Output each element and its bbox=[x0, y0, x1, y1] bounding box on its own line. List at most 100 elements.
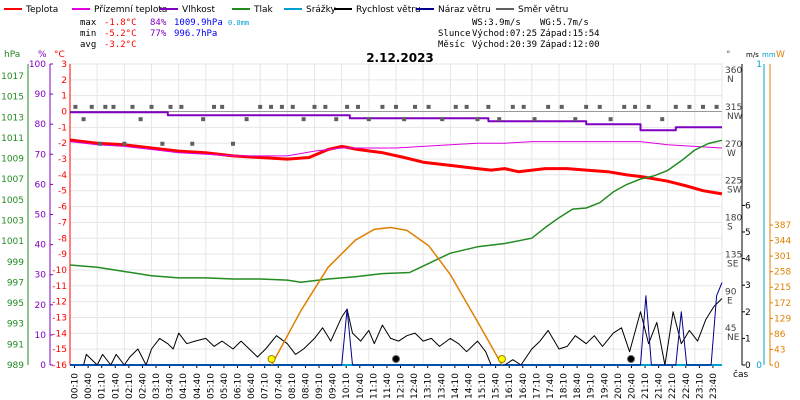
wind-direction-point bbox=[475, 117, 480, 122]
time-tick-label: 21:40 bbox=[655, 373, 665, 399]
hpa-tick-label: 1007 bbox=[1, 175, 24, 185]
c-tick-label: -6 bbox=[58, 203, 67, 213]
time-tick-label: 19:40 bbox=[600, 373, 610, 399]
c-tick-label: -4 bbox=[58, 171, 67, 181]
wind-direction-point bbox=[366, 117, 371, 122]
time-tick-label: 09:40 bbox=[329, 373, 339, 399]
c-tick-label: -14 bbox=[52, 329, 67, 339]
deg-dir-label: SW bbox=[727, 186, 742, 196]
time-tick-label: 15:10 bbox=[478, 373, 488, 399]
wind-direction-point bbox=[334, 117, 339, 122]
series-vlhkost bbox=[70, 111, 722, 132]
time-tick-label: 17:10 bbox=[532, 373, 542, 399]
c-tick-label: -13 bbox=[52, 313, 67, 323]
wind-direction-point bbox=[660, 117, 665, 122]
w-tick-label: 86 bbox=[774, 330, 786, 340]
wind-direction-point bbox=[700, 104, 705, 109]
c-tick-label: 0 bbox=[61, 108, 67, 118]
series-rychlost-vetru bbox=[70, 298, 723, 366]
wind-direction-point bbox=[608, 117, 613, 122]
stats-rain: 0.0mm bbox=[228, 19, 249, 27]
stats-max-pressure: 1009.9hPa bbox=[174, 18, 223, 28]
wind-direction-point bbox=[597, 104, 602, 109]
w-tick-label: 344 bbox=[774, 237, 791, 247]
series-slunce bbox=[270, 226, 503, 366]
wind-direction-point bbox=[312, 104, 317, 109]
hpa-tick-label: 999 bbox=[7, 258, 24, 268]
time-tick-label: 06:10 bbox=[234, 373, 244, 399]
wind-direction-point bbox=[201, 117, 206, 122]
time-tick-label: 16:10 bbox=[505, 373, 515, 399]
deg-tick-label: 180 bbox=[725, 214, 742, 224]
deg-dir-label: S bbox=[727, 223, 733, 233]
ms-tick-label: 4 bbox=[745, 255, 751, 265]
deg-tick-label: 315 bbox=[725, 103, 742, 113]
wind-direction-point bbox=[160, 141, 165, 146]
wind-direction-point bbox=[73, 104, 78, 109]
time-tick-label: 15:40 bbox=[492, 373, 502, 399]
wind-direction-point bbox=[573, 117, 578, 122]
plot-area bbox=[69, 104, 723, 366]
time-tick-label: 13:40 bbox=[437, 373, 447, 399]
c-tick-label: 2 bbox=[61, 76, 67, 86]
time-tick-label: 23:10 bbox=[695, 373, 705, 399]
deg-dir-label: E bbox=[727, 296, 733, 306]
time-tick-label: 10:40 bbox=[356, 373, 366, 399]
time-tick-label: 20:40 bbox=[627, 373, 637, 399]
wind-direction-point bbox=[301, 117, 306, 122]
c-tick-label: -9 bbox=[58, 250, 67, 260]
sun-set: Západ:15:54 bbox=[540, 29, 600, 39]
stats-min-humidity: 77% bbox=[150, 29, 167, 39]
wind-direction-point bbox=[453, 104, 458, 109]
stats-max-temp: -1.8°C bbox=[104, 18, 137, 28]
sun-label: Slunce bbox=[438, 29, 471, 39]
time-tick-label: 01:40 bbox=[111, 373, 121, 399]
time-tick-label: 17:40 bbox=[546, 373, 556, 399]
ms-tick-label: 2 bbox=[745, 308, 751, 318]
wind-direction-point bbox=[486, 104, 491, 109]
time-tick-label: 11:40 bbox=[383, 373, 393, 399]
pct-tick-label: 30 bbox=[35, 271, 47, 281]
legend-label-vlhkost: Vlhkost bbox=[182, 5, 215, 15]
wind-direction-point bbox=[714, 104, 719, 109]
wind-direction-point bbox=[97, 141, 102, 146]
c-tick-label: 3 bbox=[61, 60, 67, 70]
time-tick-label: 05:10 bbox=[206, 373, 216, 399]
wind-direction-point bbox=[345, 104, 350, 109]
pct-tick-label: 0 bbox=[40, 361, 46, 371]
wind-direction-point bbox=[168, 104, 173, 109]
chart-title: 2.12.2023 bbox=[366, 51, 434, 65]
wind-direction-point bbox=[413, 104, 418, 109]
time-tick-label: 18:10 bbox=[560, 373, 570, 399]
time-tick-label: 00:10 bbox=[71, 373, 81, 399]
pct-tick-label: 80 bbox=[35, 120, 47, 130]
pct-tick-label: 20 bbox=[35, 301, 47, 311]
wind-direction-point bbox=[673, 104, 678, 109]
wind-direction-point bbox=[355, 104, 360, 109]
wind-direction-point bbox=[258, 104, 263, 109]
stats-max-label: max bbox=[80, 18, 97, 28]
moon-rise: Východ:20:39 bbox=[472, 40, 537, 50]
deg-dir-label: W bbox=[727, 149, 736, 159]
wind-direction-point bbox=[394, 104, 398, 109]
deg-dir-label: SE bbox=[727, 259, 739, 269]
sunrise-marker bbox=[267, 355, 276, 363]
w-tick-label: 43 bbox=[774, 345, 785, 355]
time-tick-label: 05:40 bbox=[220, 373, 230, 399]
time-tick-label: 21:10 bbox=[641, 373, 651, 399]
time-tick-label: 10:10 bbox=[342, 373, 352, 399]
w-tick-label: 387 bbox=[774, 221, 791, 231]
time-tick-label: 11:10 bbox=[369, 373, 379, 399]
w-tick-label: 0 bbox=[774, 361, 780, 371]
wind-direction-point bbox=[81, 117, 86, 122]
time-tick-label: 03:10 bbox=[152, 373, 162, 399]
time-tick-label: 16:40 bbox=[519, 373, 529, 399]
time-tick-label: 04:40 bbox=[193, 373, 203, 399]
w-tick-label: 172 bbox=[774, 299, 791, 309]
wind-direction-point bbox=[231, 141, 235, 146]
c-tick-label: -7 bbox=[58, 218, 67, 228]
time-tick-label: 02:10 bbox=[125, 373, 135, 399]
time-tick-label: 19:10 bbox=[587, 373, 597, 399]
c-tick-label: -15 bbox=[52, 345, 67, 355]
time-tick-label: 07:10 bbox=[261, 373, 271, 399]
